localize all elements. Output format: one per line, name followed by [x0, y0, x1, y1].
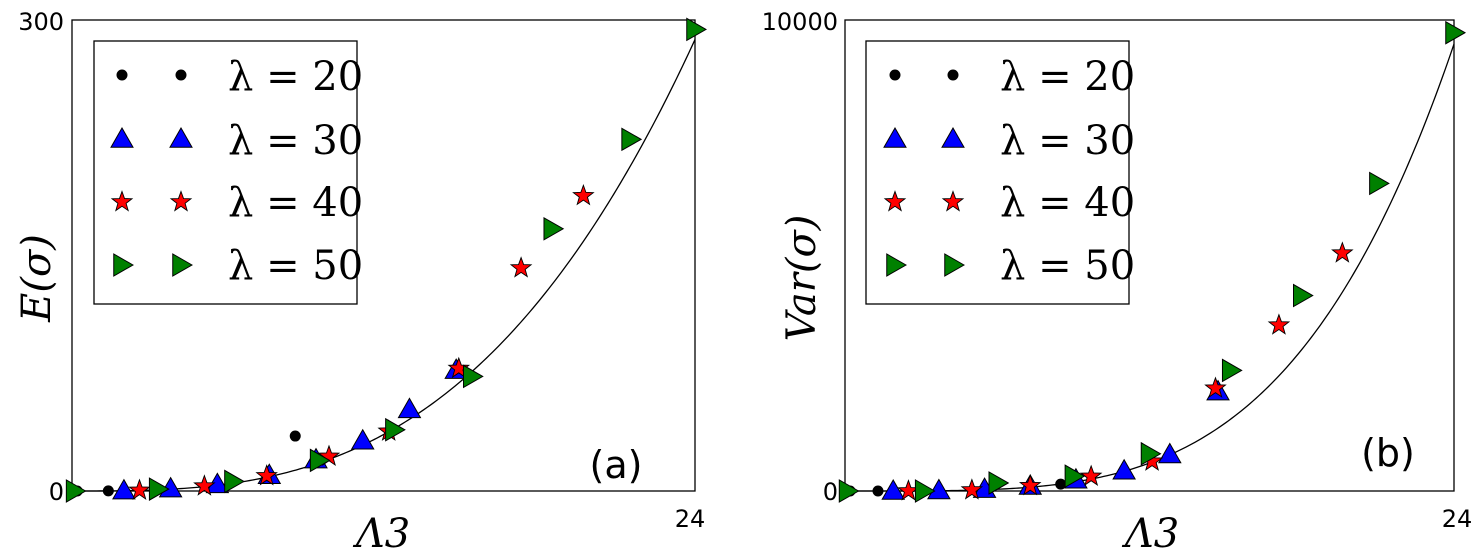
- data-point-lambda-50-a-8: [686, 17, 708, 42]
- legend-marker-lambda-50-b-1: [944, 253, 966, 277]
- data-point-lambda-40-a-7: [572, 184, 595, 206]
- data-point-lambda-20-a-2: [289, 430, 301, 442]
- legend-markers-a: [110, 69, 194, 277]
- data-point-lambda-30-b-6: [1157, 442, 1182, 464]
- legend-marker-lambda-40-a-1: [169, 190, 193, 212]
- data-point-lambda-30-b-5: [1112, 458, 1136, 480]
- legend-marker-lambda-50-a-0: [113, 253, 135, 277]
- y-tick-label-max-b: 10000: [762, 8, 838, 36]
- data-point-lambda-50-a-4: [385, 417, 406, 442]
- legend-marker-lambda-50-b-0: [886, 253, 908, 277]
- y-tick-label-min-a: 0: [49, 478, 64, 506]
- data-point-lambda-40-b-3: [1079, 464, 1103, 486]
- legend-marker-lambda-30-b-1: [941, 126, 965, 148]
- legend-box-b: [865, 40, 1130, 305]
- data-point-lambda-50-b-4: [1140, 441, 1162, 466]
- data-point-lambda-50-b-1: [914, 479, 936, 503]
- legend-entry-lambda-50-a: λ = 50: [228, 243, 363, 289]
- data-point-lambda-50-a-0: [65, 479, 87, 503]
- data-point-lambda-40-a-5: [447, 356, 471, 379]
- y-axis-label-a: E(σ): [14, 234, 60, 323]
- legend-entry-lambda-50-b: λ = 50: [1000, 243, 1135, 289]
- data-point-lambda-50-a-6: [543, 216, 565, 241]
- data-points-b: [838, 20, 1467, 503]
- x-tick-label-max-a: 24: [675, 505, 706, 533]
- plot-frame-a: [71, 19, 696, 492]
- y-axis-label-b: Var(σ): [779, 215, 825, 342]
- data-point-lambda-40-a-6: [509, 256, 533, 278]
- legend-marker-lambda-40-b-1: [941, 190, 965, 212]
- y-tick-label-max-a: 300: [18, 8, 64, 36]
- chart-panel-b: 0 10000 24 Λ3 Var(σ) (b) λ = 20 λ = 30 λ…: [762, 8, 1473, 555]
- legend-markers-b: [883, 69, 966, 277]
- data-point-lambda-50-a-5: [463, 364, 484, 389]
- legend-marker-lambda-30-b-0: [883, 126, 907, 148]
- panel-label-b: (b): [1361, 431, 1415, 475]
- data-point-lambda-30-a-6: [397, 397, 422, 419]
- data-point-lambda-50-b-8: [1445, 20, 1467, 45]
- data-point-lambda-50-a-1: [148, 477, 170, 501]
- data-point-lambda-50-a-2: [224, 469, 245, 494]
- data-point-lambda-40-b-7: [1331, 241, 1354, 263]
- legend-marker-lambda-40-a-0: [110, 190, 134, 212]
- data-point-lambda-30-a-5: [350, 428, 375, 450]
- data-point-lambda-50-b-2: [988, 471, 1010, 495]
- legend-entry-lambda-40-a: λ = 40: [228, 180, 363, 226]
- legend-entry-lambda-20-b: λ = 20: [1000, 54, 1135, 100]
- chart-panel-a: 0 300 24 Λ3 E(σ) (a) λ = 20 λ = 30 λ = 4…: [14, 8, 708, 555]
- data-point-lambda-40-a-2: [255, 464, 278, 486]
- data-point-lambda-40-b-2: [1018, 473, 1042, 496]
- data-point-lambda-40-a-1: [193, 474, 216, 496]
- data-point-lambda-50-b-6: [1293, 283, 1314, 308]
- data-point-lambda-20-a-1: [102, 485, 114, 497]
- data-point-lambda-50-b-5: [1221, 358, 1243, 383]
- data-point-lambda-30-b-0: [881, 478, 906, 500]
- x-axis-label-b: Λ3: [1121, 511, 1179, 555]
- legend-marker-lambda-40-b-0: [883, 190, 907, 212]
- legend-entry-lambda-30-b: λ = 30: [1000, 118, 1135, 164]
- y-tick-label-min-b: 0: [823, 478, 838, 506]
- legend-marker-lambda-50-a-1: [172, 253, 194, 277]
- data-point-lambda-40-b-6: [1267, 313, 1291, 335]
- plot-frame-b: [844, 19, 1455, 492]
- data-point-lambda-50-a-7: [621, 127, 643, 152]
- data-points-a: [65, 17, 708, 503]
- data-point-lambda-50-b-7: [1369, 171, 1390, 196]
- legend-marker-lambda-20-b-0: [889, 69, 901, 81]
- legend-marker-lambda-20-b-1: [947, 69, 959, 81]
- legend-marker-lambda-20-a-0: [116, 69, 128, 81]
- data-point-lambda-30-b-1: [927, 478, 951, 500]
- data-point-lambda-50-b-0: [838, 479, 860, 503]
- legend-a: λ = 20 λ = 30 λ = 40 λ = 50: [93, 40, 363, 305]
- legend-marker-lambda-30-a-0: [110, 126, 134, 148]
- legend-marker-lambda-30-a-1: [169, 126, 193, 148]
- legend-entry-lambda-40-b: λ = 40: [1000, 180, 1135, 226]
- legend-b: λ = 20 λ = 30 λ = 40 λ = 50: [865, 40, 1135, 305]
- legend-entry-lambda-20-a: λ = 20: [228, 54, 363, 100]
- panel-label-a: (a): [590, 443, 643, 487]
- data-point-lambda-20-b-1: [872, 485, 884, 497]
- data-point-lambda-40-a-0: [128, 478, 151, 500]
- data-point-lambda-50-a-3: [309, 448, 331, 473]
- data-point-lambda-20-b-2: [1055, 478, 1067, 490]
- x-tick-label-max-b: 24: [1442, 505, 1473, 533]
- legend-box-a: [93, 40, 358, 305]
- x-axis-label-a: Λ3: [352, 511, 410, 555]
- data-point-lambda-40-b-1: [960, 478, 984, 500]
- legend-marker-lambda-20-a-1: [175, 69, 187, 81]
- data-point-lambda-30-a-0: [112, 478, 136, 500]
- legend-entry-lambda-30-a: λ = 30: [228, 118, 363, 164]
- data-point-lambda-40-b-5: [1204, 376, 1227, 398]
- data-point-lambda-50-b-3: [1064, 464, 1086, 489]
